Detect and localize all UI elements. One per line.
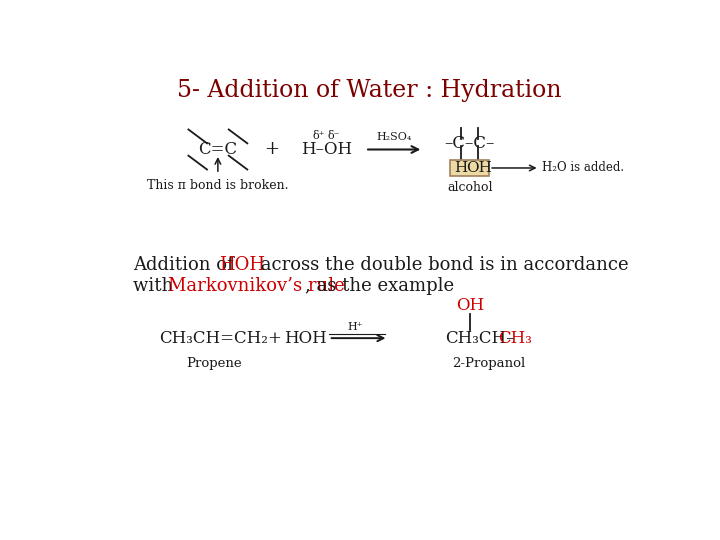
Text: δ⁻: δ⁻ — [328, 131, 341, 140]
Text: CH₃CH=CH₂: CH₃CH=CH₂ — [160, 329, 269, 347]
Text: C=C: C=C — [198, 141, 238, 158]
Text: across the double bond is in accordance: across the double bond is in accordance — [255, 256, 629, 274]
Text: Markovnikov’s rule: Markovnikov’s rule — [168, 276, 345, 294]
Text: H₂O is added.: H₂O is added. — [542, 161, 624, 174]
Text: CH₃CH–: CH₃CH– — [445, 329, 515, 347]
Text: δ⁺: δ⁺ — [312, 131, 325, 140]
Text: OH: OH — [466, 161, 492, 175]
Text: 5- Addition of Water : Hydration: 5- Addition of Water : Hydration — [176, 79, 562, 102]
Text: CH₃: CH₃ — [498, 329, 531, 347]
Text: +: + — [268, 329, 282, 347]
Bar — [451, 159, 489, 177]
Text: +: + — [265, 140, 279, 159]
Text: HOH: HOH — [284, 329, 327, 347]
Text: H⁺: H⁺ — [348, 322, 363, 332]
Text: Addition of: Addition of — [132, 256, 245, 274]
Text: , as the example: , as the example — [305, 276, 454, 294]
Text: OH: OH — [456, 296, 484, 314]
Text: alcohol: alcohol — [447, 181, 492, 194]
Text: H₂SO₄: H₂SO₄ — [377, 132, 412, 142]
Text: H: H — [454, 161, 467, 175]
Text: –C–C–: –C–C– — [444, 135, 495, 152]
Text: 2-Propanol: 2-Propanol — [452, 356, 526, 369]
Text: H–OH: H–OH — [301, 141, 352, 158]
Text: Propene: Propene — [186, 356, 242, 369]
Text: HOH: HOH — [220, 256, 266, 274]
Text: This π bond is broken.: This π bond is broken. — [147, 179, 289, 192]
Text: with: with — [132, 276, 179, 294]
